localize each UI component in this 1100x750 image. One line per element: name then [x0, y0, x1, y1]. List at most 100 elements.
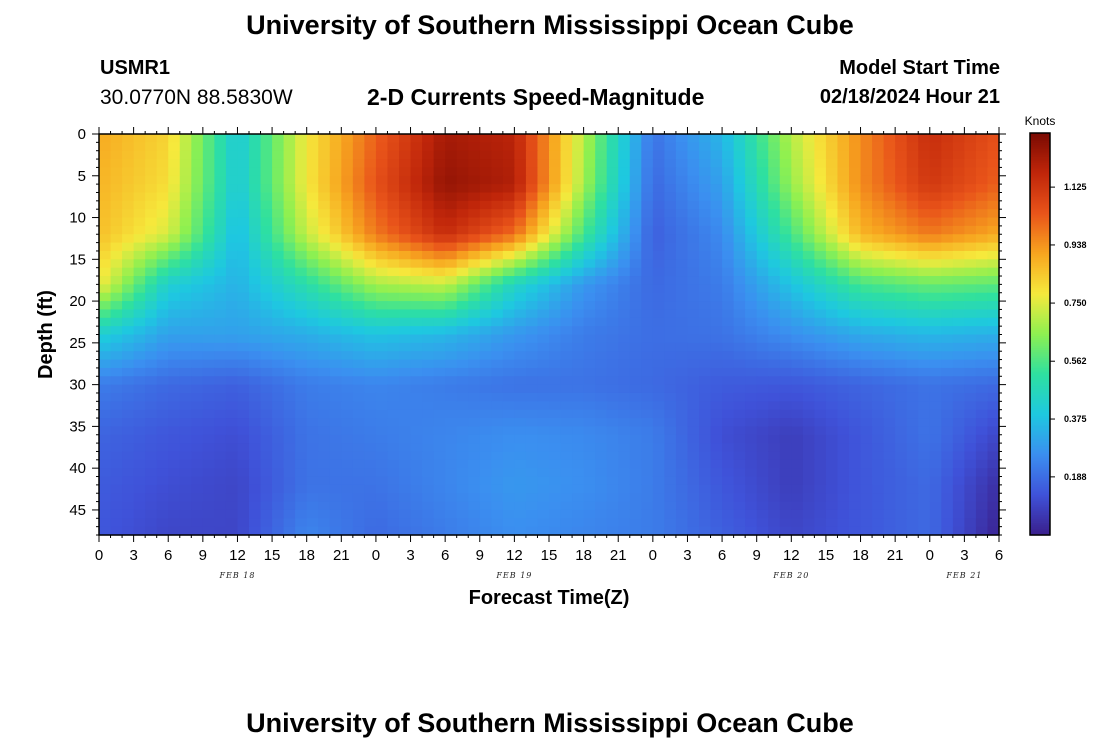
- heatmap-cell: [918, 409, 931, 419]
- heatmap-cell: [145, 184, 158, 194]
- heatmap-cell: [214, 326, 227, 336]
- heatmap-cell: [883, 418, 896, 427]
- heatmap-cell: [606, 167, 619, 177]
- heatmap-cell: [964, 484, 977, 494]
- heatmap-cell: [422, 192, 435, 202]
- x-tick-label: 3: [683, 547, 691, 564]
- heatmap-cell: [133, 443, 146, 453]
- heatmap-cell: [99, 209, 112, 219]
- heatmap-cell: [156, 142, 169, 152]
- heatmap-cell: [99, 301, 112, 311]
- heatmap-cell: [906, 217, 919, 227]
- heatmap-cell: [941, 192, 954, 202]
- heatmap-cell: [872, 292, 885, 302]
- heatmap-cell: [814, 468, 827, 478]
- heatmap-cell: [179, 292, 192, 302]
- heatmap-cell: [168, 443, 181, 453]
- colorbar-swatch: [1030, 189, 1050, 192]
- heatmap-cell: [352, 351, 365, 361]
- heatmap-cell: [491, 526, 504, 536]
- heatmap-cell: [225, 509, 239, 519]
- heatmap-cell: [849, 175, 862, 185]
- heatmap-cell: [422, 434, 435, 444]
- heatmap-cell: [629, 401, 642, 411]
- heatmap-cell: [491, 426, 504, 436]
- heatmap-cell: [872, 225, 885, 235]
- heatmap-cell: [664, 309, 677, 319]
- heatmap-cell: [341, 509, 354, 519]
- heatmap-cell: [895, 284, 908, 294]
- heatmap-cell: [502, 326, 515, 336]
- heatmap-cell: [987, 167, 1000, 177]
- heatmap-cell: [479, 259, 492, 269]
- heatmap-cell: [941, 526, 954, 536]
- colorbar-swatch: [1030, 520, 1050, 524]
- heatmap-cell: [779, 509, 792, 519]
- heatmap-cell: [652, 326, 665, 336]
- heatmap-cell: [572, 309, 585, 319]
- heatmap-cell: [652, 225, 665, 235]
- heatmap-cell: [745, 342, 758, 352]
- heatmap-cell: [479, 142, 492, 152]
- heatmap-cell: [502, 200, 515, 210]
- heatmap-cell: [375, 484, 389, 494]
- heatmap-cell: [952, 284, 965, 294]
- heatmap-cell: [168, 301, 181, 311]
- heatmap-cell: [987, 493, 1000, 503]
- heatmap-cell: [99, 342, 112, 352]
- heatmap-cell: [652, 292, 665, 302]
- heatmap-cell: [133, 276, 146, 285]
- heatmap-cell: [214, 167, 227, 177]
- heatmap-cell: [987, 409, 1000, 419]
- heatmap-cell: [906, 167, 919, 177]
- heatmap-cell: [895, 434, 908, 444]
- heatmap-cell: [433, 301, 446, 311]
- heatmap-cell: [525, 134, 539, 143]
- heatmap-cell: [537, 367, 550, 377]
- heatmap-cell: [537, 259, 550, 269]
- heatmap-cell: [145, 292, 158, 302]
- heatmap-cell: [641, 476, 654, 486]
- heatmap-cell: [214, 401, 227, 411]
- heatmap-cell: [133, 359, 146, 369]
- heatmap-cell: [456, 367, 469, 377]
- heatmap-cell: [860, 418, 873, 427]
- heatmap-cell: [722, 175, 735, 185]
- heatmap-cell: [122, 276, 135, 285]
- heatmap-cell: [422, 175, 435, 185]
- heatmap-cell: [975, 401, 989, 411]
- heatmap-cell: [445, 276, 458, 285]
- heatmap-cell: [110, 217, 123, 227]
- heatmap-cell: [191, 418, 204, 427]
- heatmap-cell: [156, 192, 169, 202]
- heatmap-cell: [699, 150, 712, 160]
- heatmap-cell: [479, 426, 492, 436]
- heatmap-cell: [768, 509, 781, 519]
- heatmap-cell: [329, 184, 342, 194]
- heatmap-cell: [272, 518, 285, 528]
- heatmap-cell: [652, 359, 665, 369]
- heatmap-cell: [745, 459, 758, 469]
- heatmap-cell: [814, 292, 827, 302]
- heatmap-cell: [941, 418, 954, 427]
- heatmap-cell: [814, 142, 827, 152]
- heatmap-cell: [156, 242, 169, 252]
- heatmap-cell: [479, 434, 492, 444]
- heatmap-cell: [502, 192, 515, 202]
- heatmap-cell: [549, 334, 562, 344]
- heatmap-cell: [952, 351, 965, 361]
- heatmap-cell: [502, 359, 515, 369]
- heatmap-cell: [964, 367, 977, 377]
- heatmap-cell: [179, 493, 192, 503]
- heatmap-cell: [975, 200, 989, 210]
- colorbar-swatch: [1030, 518, 1050, 522]
- heatmap-cell: [306, 175, 319, 185]
- heatmap-cell: [756, 309, 769, 319]
- heatmap-cell: [895, 259, 908, 269]
- colorbar-swatch: [1030, 476, 1050, 480]
- heatmap-cell: [133, 526, 146, 536]
- colorbar-swatch: [1030, 233, 1050, 237]
- heatmap-cell: [468, 401, 481, 411]
- x-tick-label: 9: [476, 547, 484, 564]
- heatmap-cell: [295, 334, 308, 344]
